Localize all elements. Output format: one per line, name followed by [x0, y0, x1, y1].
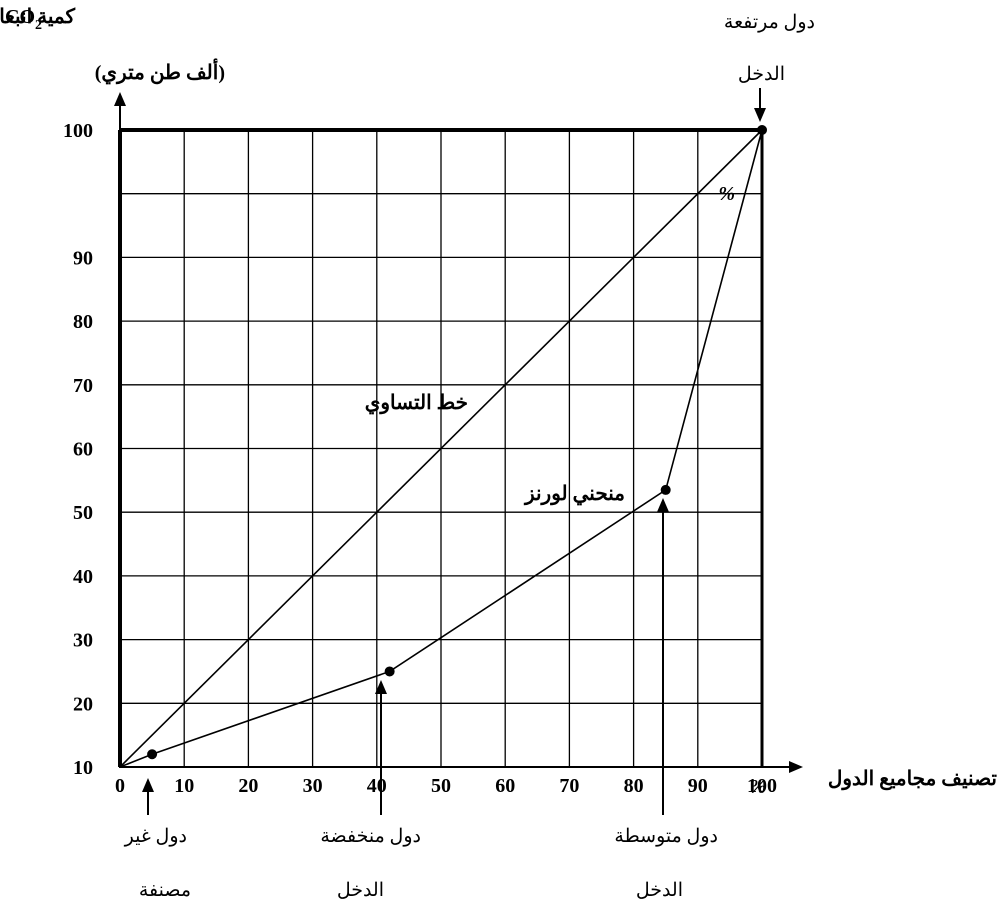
- annotation-low-income-line2: الدخل: [337, 880, 384, 901]
- x-tick-label: 20: [238, 775, 258, 797]
- x-axis-arrowhead: [789, 761, 803, 773]
- annotation-non-classified-line1: دول غير: [124, 826, 187, 847]
- y-axis-title-line1: كمية انبعاث غاز: [0, 6, 75, 29]
- y-tick-labels: 10 20 30 40 50 60 70 80 90 100: [63, 120, 93, 779]
- x-tick-label: 50: [431, 775, 451, 797]
- annotation-middle-income-line1: دول متوسطة: [614, 826, 718, 847]
- x-unit: %: [750, 776, 767, 798]
- x-tick-label: 90: [688, 775, 708, 797]
- y-axis-title-text: كمية انبعاث غاز: [0, 6, 75, 29]
- low-income-arrowhead: [375, 680, 387, 694]
- data-point: [660, 484, 671, 495]
- y-tick-label: 20: [73, 693, 93, 715]
- co-subscript: 2: [35, 18, 42, 33]
- y-unit: %: [718, 183, 735, 205]
- lorenz-curve-label: منحني لورنز: [523, 483, 625, 506]
- series-line-0: [119, 129, 763, 768]
- y-tick-label: 60: [73, 439, 93, 461]
- x-tick-label: 80: [624, 775, 644, 797]
- annotation-non-classified-line2: مصنفة: [139, 880, 191, 901]
- y-axis-title-line2: (ألف طن متري): [95, 58, 225, 85]
- x-tick-labels: 0 10 20 30 40 50 60 70 80 90 100: [115, 775, 777, 797]
- x-tick-label: 60: [495, 775, 515, 797]
- y-axis-arrowhead: [114, 92, 126, 106]
- non-classified-arrowhead: [142, 778, 154, 792]
- x-tick-label: 0: [115, 775, 125, 797]
- x-tick-label: 100: [747, 775, 777, 797]
- equality-line-label: خط التساوي: [365, 392, 468, 415]
- y-tick-label: 10: [73, 757, 93, 779]
- data-point: [147, 749, 158, 760]
- y-tick-label: 40: [73, 566, 93, 588]
- high-income-arrowhead: [754, 108, 766, 122]
- x-tick-label: 30: [303, 775, 323, 797]
- x-tick-label: 10: [174, 775, 194, 797]
- data-point: [384, 666, 395, 677]
- series-layer: [119, 125, 767, 768]
- grid: [120, 130, 762, 767]
- annotation-high-income-line1: دول مرتفعة: [724, 12, 815, 33]
- middle-income-arrowhead: [657, 498, 669, 512]
- y-tick-label: 100: [63, 120, 93, 142]
- y-tick-label: 30: [73, 630, 93, 652]
- y-tick-label: 70: [73, 375, 93, 397]
- annotation-low-income-line1: دول منخفضة: [320, 826, 421, 847]
- y-tick-label: 90: [73, 247, 93, 269]
- annotation-high-income-line2: الدخل: [738, 64, 785, 85]
- data-point: [757, 125, 767, 135]
- x-tick-label: 70: [559, 775, 579, 797]
- x-tick-label: 40: [367, 775, 387, 797]
- y-axis-title-formula: CO2: [5, 6, 42, 33]
- co-formula: CO: [5, 6, 35, 28]
- y-tick-label: 50: [73, 502, 93, 524]
- x-axis-title: تصنيف مجاميع الدول: [828, 768, 998, 791]
- annotation-middle-income-line2: الدخل: [636, 880, 683, 901]
- y-tick-label: 80: [73, 311, 93, 333]
